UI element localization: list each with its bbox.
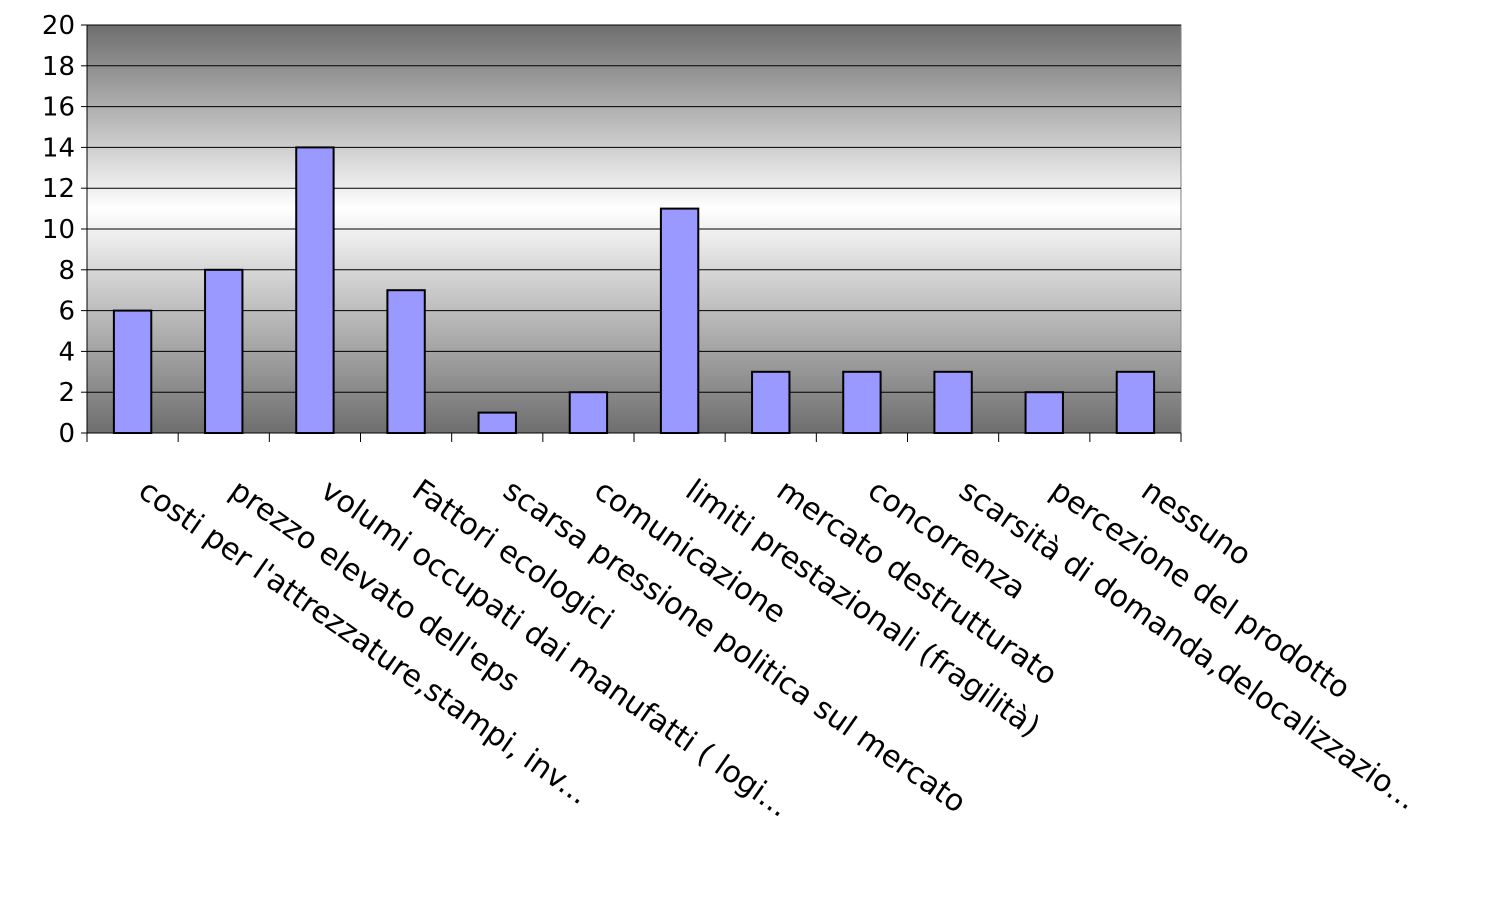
x-axis [86,432,1182,442]
y-tick-label: 8 [58,256,75,286]
y-tick-label: 16 [42,93,75,123]
bar [477,411,517,435]
bar [204,268,244,434]
bar [295,146,335,434]
y-tick-label: 20 [42,11,75,41]
bar [1024,391,1064,435]
bar [842,370,882,434]
bar [112,309,153,435]
x-axis-labels: costi per l'attrezzature,stampi, inv...p… [132,473,1424,825]
bars [112,146,1156,435]
y-tick-label: 10 [42,215,75,245]
bar [1115,370,1156,434]
y-tick-label: 18 [42,52,75,82]
y-tick-label: 2 [58,378,75,408]
y-tick-label: 4 [58,337,75,367]
gridlines [87,24,1181,393]
bar [386,289,426,435]
y-axis: 0 2 4 6 8 10 12 14 16 18 20 [42,11,88,449]
y-tick-label: 6 [58,297,75,327]
y-tick-label: 0 [58,419,75,449]
bar [659,207,700,434]
bar [751,370,791,434]
bar [568,391,609,435]
y-tick-label: 12 [42,174,75,204]
y-tick-label: 14 [42,133,75,163]
bar [933,370,973,434]
